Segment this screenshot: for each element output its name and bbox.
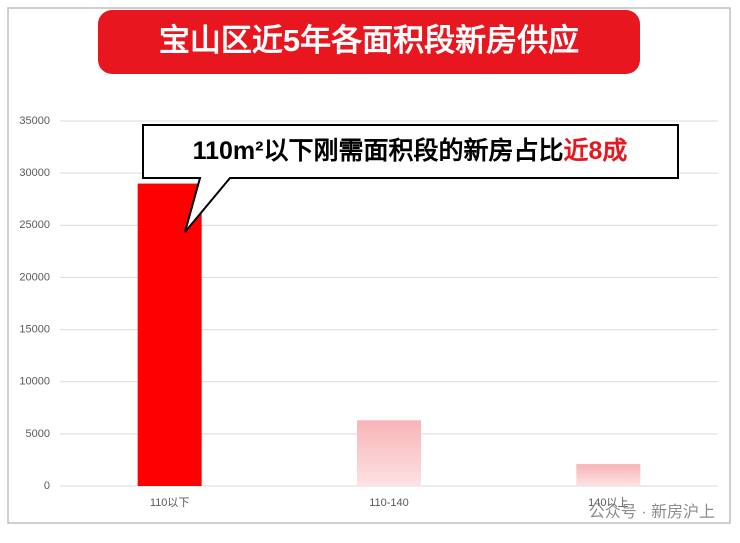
callout-box: [142, 124, 679, 233]
y-tick-label: 15000: [19, 323, 50, 335]
y-tick-label: 5000: [26, 428, 50, 440]
annotation: 110m²以下刚需面积段的新房占比近8成: [193, 136, 628, 165]
y-tick-label: 25000: [19, 219, 50, 231]
bar: [357, 420, 421, 486]
y-tick-label: 0: [44, 480, 50, 492]
y-tick-label: 30000: [19, 167, 50, 179]
bar: [137, 183, 202, 487]
y-tick-label: 35000: [19, 115, 50, 127]
y-tick-label: 20000: [19, 271, 50, 283]
annotation-highlight: 近8成: [563, 137, 627, 165]
annotation-text: 110m²以下刚需面积段的新房占比: [193, 136, 564, 165]
x-tick-label: 110-140: [369, 497, 409, 509]
watermark: 公众号 · 新房沪上: [589, 503, 715, 521]
chart-title: 宝山区近5年各面积段新房供应: [159, 23, 579, 58]
y-tick-label: 10000: [19, 376, 50, 388]
x-tick-label: 110以下: [150, 497, 190, 509]
bar: [576, 464, 641, 486]
title-banner: [98, 10, 640, 74]
x-tick-label: 140以上: [588, 496, 628, 509]
callout: 110m²以下刚需面积段的新房占比近8成: [142, 124, 679, 233]
